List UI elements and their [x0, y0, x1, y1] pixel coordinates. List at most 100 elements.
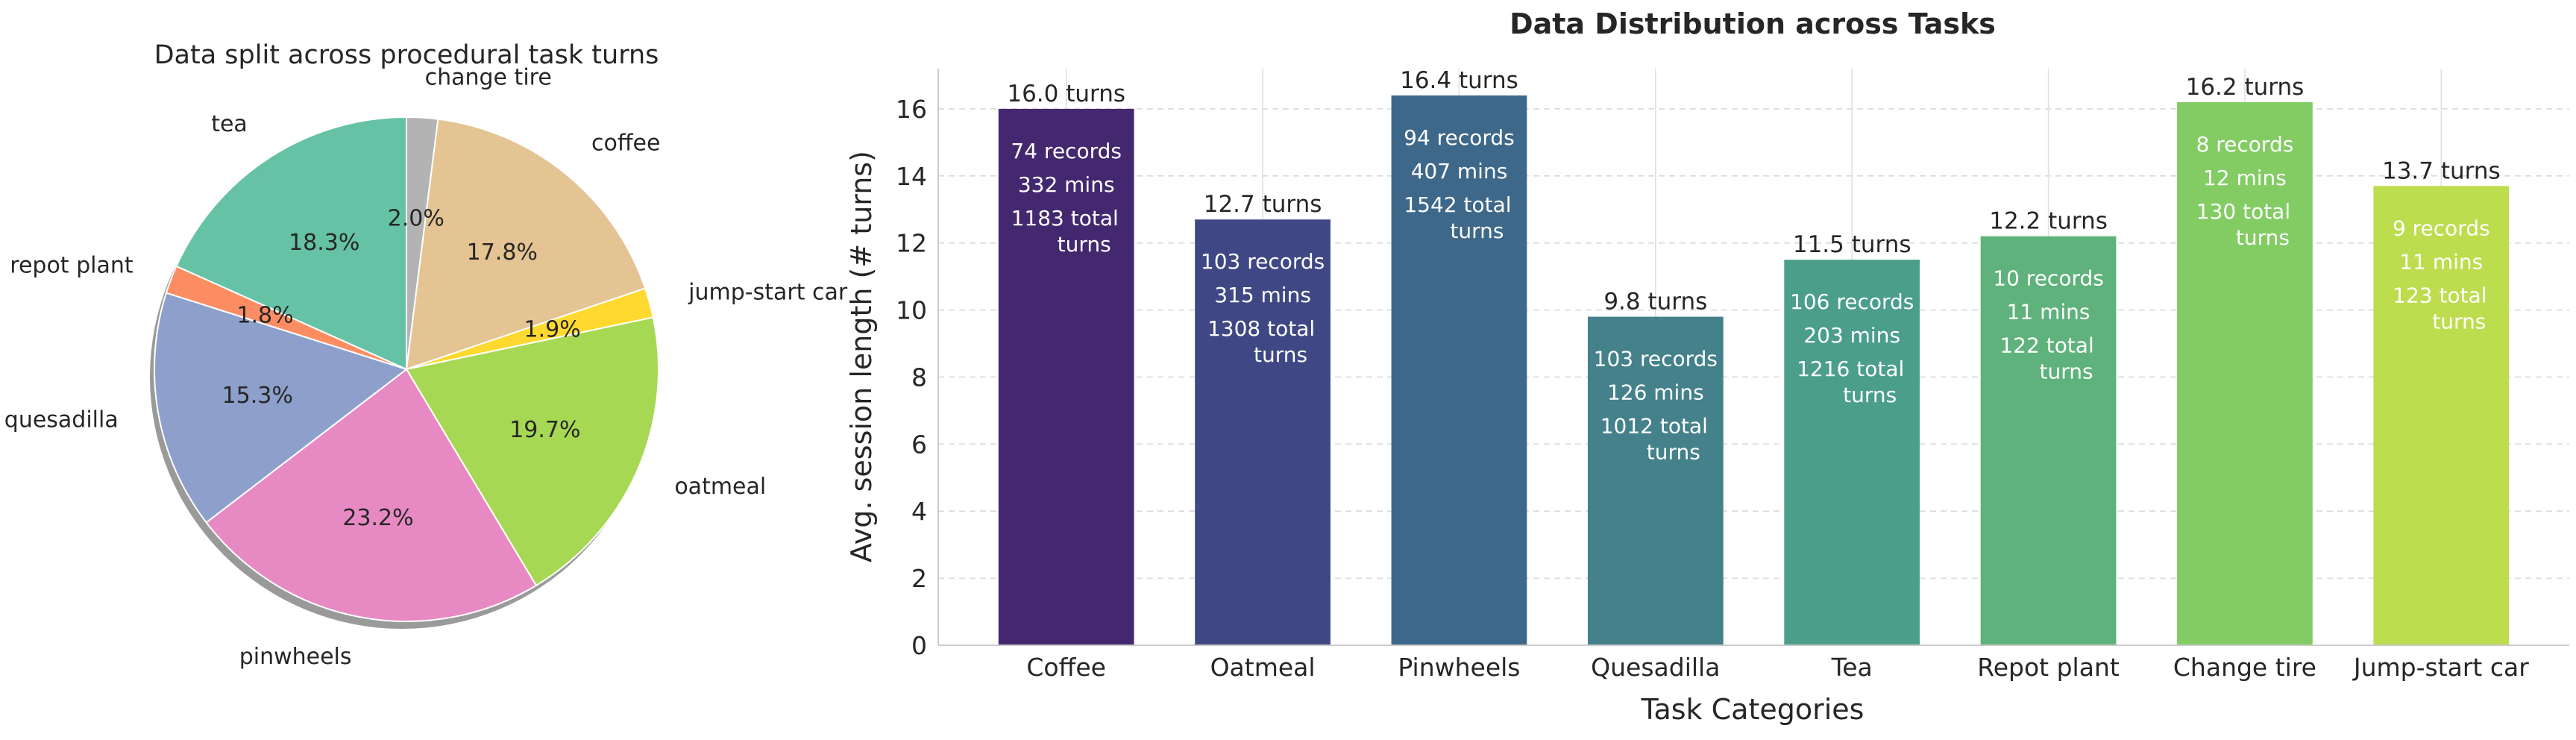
bar-total-suffix-label: turns: [1843, 383, 1897, 407]
bar-total-suffix-label: turns: [1254, 342, 1307, 367]
bar-mins-label: 126 mins: [1607, 380, 1704, 405]
bar-total-label: 1308 total: [1207, 316, 1315, 341]
bar-bars: [998, 95, 2510, 646]
bar-value-label-repot-plant: 12.2 turns: [1989, 208, 2108, 235]
pie-slice-quesadilla: [154, 292, 409, 524]
pie-slice-label-oatmeal: oatmeal: [674, 474, 766, 500]
pie-slice-pct-pinwheels: 23.2%: [342, 505, 413, 531]
pie-slice-pct-coffee: 17.8%: [467, 239, 538, 266]
y-tick-label: 6: [911, 430, 927, 459]
y-tick-label: 12: [896, 229, 927, 258]
bar-mins-label: 12 mins: [2203, 166, 2287, 190]
bar-value-label-tea: 11.5 turns: [1793, 231, 1911, 258]
pie-slice-label-coffee: coffee: [591, 130, 660, 156]
pie-slice-pct-repot-plant: 1.8%: [236, 303, 293, 329]
bar-mins-label: 332 mins: [1018, 172, 1115, 197]
pie-slice-coffee: [405, 118, 647, 371]
pie-slice-label-jump-start-car: jump-start car: [688, 280, 848, 306]
pie-slice-label-tea: tea: [211, 111, 248, 137]
bar-tea: [1784, 260, 1920, 646]
pie-slice-pct-change-tire: 2.0%: [388, 206, 444, 232]
bar-coffee: [998, 108, 1134, 645]
bar-records-label: 106 records: [1790, 289, 1914, 314]
x-tick-label-oatmeal: Oatmeal: [1210, 653, 1316, 682]
bar-title: Data Distribution across Tasks: [1510, 7, 1996, 40]
x-tick-label-jump-start-car: Jump-start car: [2352, 653, 2529, 682]
pie-slice-label-repot-plant: repot plant: [10, 252, 133, 278]
bar-total-suffix-label: turns: [2039, 360, 2093, 384]
y-tick-label: 4: [911, 497, 927, 526]
y-tick-label: 2: [911, 564, 927, 593]
y-tick-label: 0: [911, 631, 927, 660]
bar-jump-start-car: [2373, 186, 2510, 645]
bar-total-label: 1216 total: [1797, 357, 1904, 381]
bar-value-label-jump-start-car: 13.7 turns: [2382, 157, 2501, 184]
bar-oatmeal: [1195, 219, 1331, 645]
x-tick-label-pinwheels: Pinwheels: [1398, 653, 1520, 682]
y-tick-label: 16: [896, 95, 927, 124]
bar-total-suffix-label: turns: [1058, 232, 1111, 257]
x-tick-label-change-tire: Change tire: [2173, 653, 2316, 682]
pie-slice-pct-quesadilla: 15.3%: [222, 383, 293, 409]
bar-mins-label: 315 mins: [1214, 283, 1311, 307]
bar-quesadilla: [1587, 316, 1724, 645]
x-tick-label-repot-plant: Repot plant: [1977, 653, 2120, 682]
x-axis-title: Task Categories: [1641, 693, 1865, 726]
pie-slice-label-change-tire: change tire: [425, 65, 552, 91]
x-tick-label-quesadilla: Quesadilla: [1591, 653, 1720, 682]
bar-axes: [937, 69, 2569, 646]
bar-records-label: 103 records: [1594, 347, 1718, 371]
x-tick-labels: Coffee Oatmeal Pinwheels Quesadilla Tea Repot…: [1026, 653, 2529, 682]
y-axis-title: Avg. session length (# turns): [845, 151, 878, 562]
pie-labels: change tire 2.0% coffee 17.8% jump-start car…: [4, 65, 848, 670]
bar-total-label: 1542 total: [1404, 192, 1511, 217]
pie-slice-oatmeal: [405, 316, 659, 587]
bar-total-label: 1183 total: [1011, 206, 1119, 231]
pie-slices: [154, 116, 659, 622]
bar-total-suffix-label: turns: [2236, 225, 2290, 250]
y-tick-label: 14: [896, 162, 927, 191]
bar-total-label: 122 total: [1999, 333, 2093, 358]
pie-chart: Data split across procedural task turns …: [4, 40, 848, 670]
bar-repot-plant: [1980, 236, 2117, 645]
bar-mins-label: 203 mins: [1803, 323, 1900, 348]
bar-total-label: 130 total: [2196, 199, 2290, 224]
pie-slice-pct-oatmeal: 19.7%: [509, 417, 580, 443]
bar-total-suffix-label: turns: [1450, 219, 1504, 243]
bar-total-label: 123 total: [2393, 283, 2487, 307]
bar-records-label: 10 records: [1993, 266, 2104, 291]
bar-pinwheels: [1391, 95, 1527, 645]
bar-records-label: 94 records: [1404, 125, 1515, 150]
y-tick-label: 10: [896, 296, 927, 325]
bar-records-label: 8 records: [2196, 132, 2294, 157]
bar-value-label-quesadilla: 9.8 turns: [1603, 289, 1707, 316]
bar-mins-label: 11 mins: [2007, 300, 2090, 324]
bar-value-label-coffee: 16.0 turns: [1007, 81, 1125, 107]
bar-records-label: 74 records: [1011, 139, 1122, 163]
x-tick-label-coffee: Coffee: [1026, 653, 1106, 682]
bar-total-label: 1012 total: [1600, 414, 1708, 439]
bar-chart: Data Distribution across Tasks 024681012…: [845, 7, 2569, 726]
pie-slice-label-quesadilla: quesadilla: [4, 407, 119, 433]
pie-slice-pct-jump-start-car: 1.9%: [524, 316, 581, 342]
bar-change-tire: [2177, 101, 2313, 645]
bar-records-label: 9 records: [2393, 216, 2490, 240]
pie-slice-pinwheels: [205, 368, 538, 622]
bar-value-label-pinwheels: 16.4 turns: [1400, 67, 1518, 94]
y-tick-label: 8: [911, 363, 927, 392]
bar-value-label-oatmeal: 12.7 turns: [1204, 191, 1322, 218]
bar-mins-label: 11 mins: [2399, 249, 2483, 274]
pie-slice-tea: [175, 116, 407, 371]
bar-value-label-change-tire: 16.2 turns: [2186, 74, 2305, 101]
bar-mins-label: 407 mins: [1411, 159, 1508, 184]
bar-total-suffix-label: turns: [1647, 440, 1700, 465]
bar-gridlines: [938, 69, 2569, 645]
bar-total-suffix-label: turns: [2432, 309, 2486, 333]
pie-title: Data split across procedural task turns: [154, 40, 659, 70]
bar-records-label: 103 records: [1201, 249, 1325, 274]
x-tick-label-tea: Tea: [1831, 653, 1873, 682]
pie-slice-pct-tea: 18.3%: [289, 230, 359, 256]
y-tick-labels: 0 2 4 6 8 10 12 14 16: [896, 95, 927, 660]
